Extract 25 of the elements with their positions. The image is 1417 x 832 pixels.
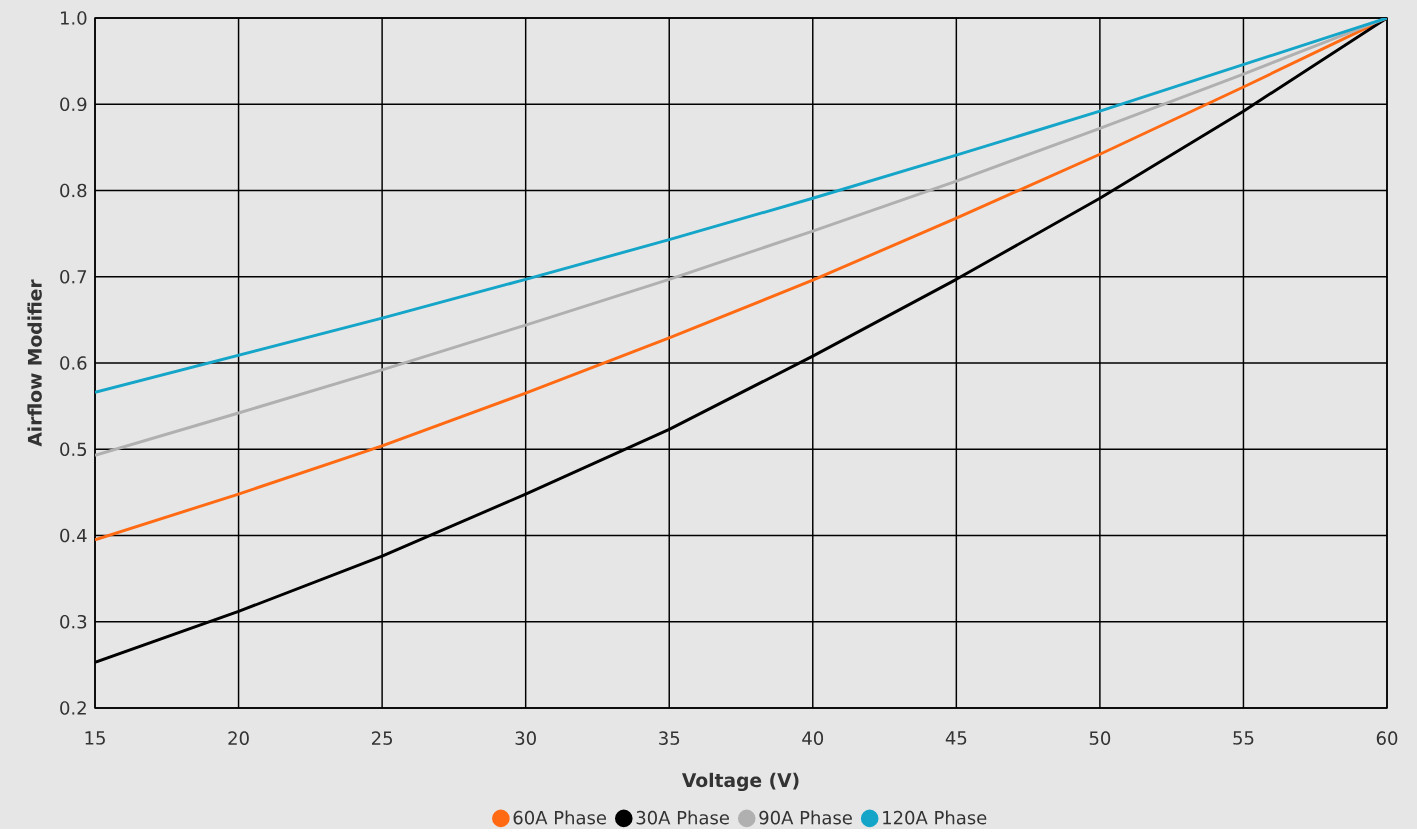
legend-label: 60A Phase <box>513 810 607 825</box>
x-tick-label: 60 <box>1376 731 1398 746</box>
y-tick-label: 0.8 <box>60 183 87 198</box>
x-tick-label: 15 <box>85 731 105 745</box>
y-tick-label: 1.0 <box>60 11 87 26</box>
legend-label: 30A Phase <box>636 810 729 825</box>
y-tick-label: 0.7 <box>60 270 87 284</box>
legend-label: 90A Phase <box>759 810 852 825</box>
x-tick-label: 45 <box>945 731 967 745</box>
y-axis-title: Airflow Modifier <box>27 279 42 447</box>
x-tick-label: 50 <box>1089 731 1111 746</box>
x-tick-label: 25 <box>371 731 392 746</box>
y-tick-label: 0.2 <box>60 701 86 716</box>
legend-label: 120A Phase <box>883 810 987 825</box>
y-tick-label: 0.9 <box>60 97 87 112</box>
y-tick-label: 0.5 <box>60 442 87 457</box>
x-tick-label: 30 <box>515 731 536 746</box>
y-tick-label: 0.6 <box>60 356 87 371</box>
x-tick-label: 55 <box>1233 731 1254 745</box>
x-tick-label: 35 <box>659 731 680 746</box>
y-tick-label: 0.4 <box>60 528 87 543</box>
x-tick-label: 20 <box>228 731 249 746</box>
y-tick-label: 0.3 <box>60 615 87 629</box>
x-axis-title: Voltage (V) <box>681 773 799 792</box>
x-tick-label: 40 <box>802 731 824 746</box>
